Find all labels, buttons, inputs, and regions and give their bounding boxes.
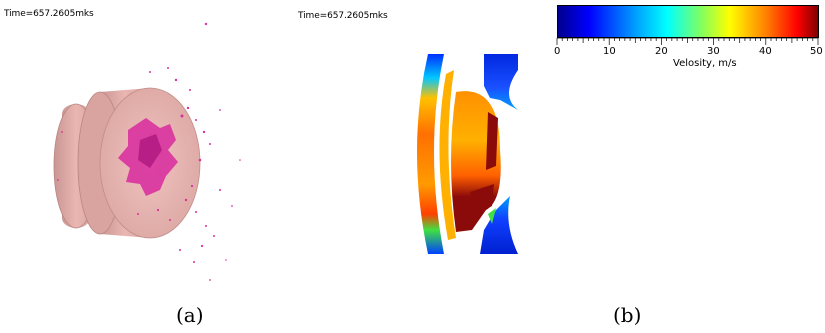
- fragment-cluster: [57, 22, 241, 281]
- colorbar: [557, 5, 819, 38]
- tick-50: 50: [810, 46, 823, 57]
- tick-30: 30: [707, 46, 720, 57]
- time-label-a: Time=657.2605mks: [4, 9, 94, 19]
- time-label-b: Time=657.2605mks: [298, 11, 388, 21]
- tick-40: 40: [759, 46, 772, 57]
- panel-b-render: [417, 54, 518, 254]
- panel-label-a: (a): [176, 303, 204, 327]
- tick-10: 10: [603, 46, 616, 57]
- colorbar-title: Velosity, m/s: [673, 58, 737, 69]
- tick-0: 0: [554, 46, 561, 57]
- panel-label-b: (b): [613, 303, 642, 327]
- tick-20: 20: [655, 46, 668, 57]
